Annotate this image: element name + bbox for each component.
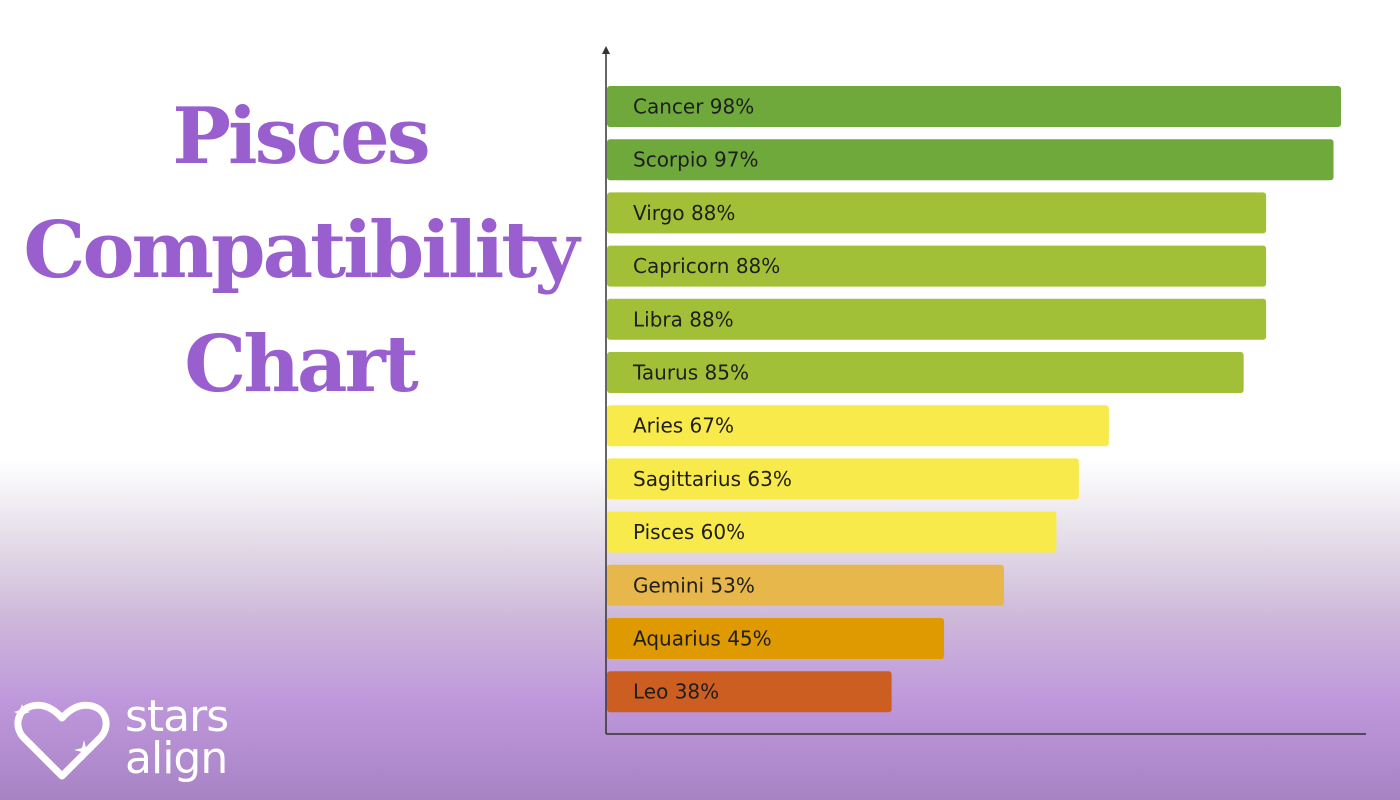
bar-cancer — [607, 86, 1342, 127]
bar-label-taurus: Taurus 85% — [632, 361, 749, 385]
bar-label-cancer: Cancer 98% — [633, 95, 754, 119]
chart-title: Pisces Compatibility Chart — [0, 80, 600, 422]
title-line-2: Compatibility — [23, 205, 579, 296]
bar-libra — [607, 298, 1267, 340]
bar-virgo — [607, 192, 1267, 234]
bar-label-sagittarius: Sagittarius 63% — [633, 467, 792, 491]
bar-label-aries: Aries 67% — [633, 414, 734, 438]
chart-axes — [602, 46, 1366, 735]
bar-aquarius — [607, 618, 945, 659]
logo-wordmark: stars align — [125, 691, 229, 784]
heart-sparkle-icon — [14, 701, 110, 780]
bar-sagittarius — [607, 458, 1079, 500]
bar-scorpio — [607, 139, 1334, 181]
bar-label-leo: Leo 38% — [633, 680, 719, 704]
bar-label-aquarius: Aquarius 45% — [633, 627, 772, 651]
bar-label-scorpio: Scorpio 97% — [633, 148, 758, 172]
bar-capricorn — [607, 245, 1267, 287]
bar-label-pisces: Pisces 60% — [633, 520, 745, 544]
bar-gemini — [607, 564, 1004, 606]
bar-label-gemini: Gemini 53% — [633, 573, 755, 597]
bar-leo — [607, 671, 892, 713]
bar-taurus — [607, 352, 1244, 393]
logo-line-1: stars — [125, 691, 229, 742]
stars-align-logo: stars align — [12, 691, 272, 796]
bar-series: Cancer 98% Scorpio 97% Virgo 88% Capricorn … — [607, 86, 1342, 713]
bar-label-capricorn: Capricorn 88% — [633, 254, 780, 278]
logo-line-2: align — [125, 733, 228, 784]
title-line-3: Chart — [184, 319, 418, 410]
bar-aries — [607, 405, 1109, 447]
title-line-1: Pisces — [172, 91, 430, 182]
bar-label-virgo: Virgo 88% — [633, 201, 735, 225]
y-axis-arrow — [602, 46, 610, 54]
bar-pisces — [607, 511, 1057, 553]
bar-label-libra: Libra 88% — [633, 307, 734, 331]
